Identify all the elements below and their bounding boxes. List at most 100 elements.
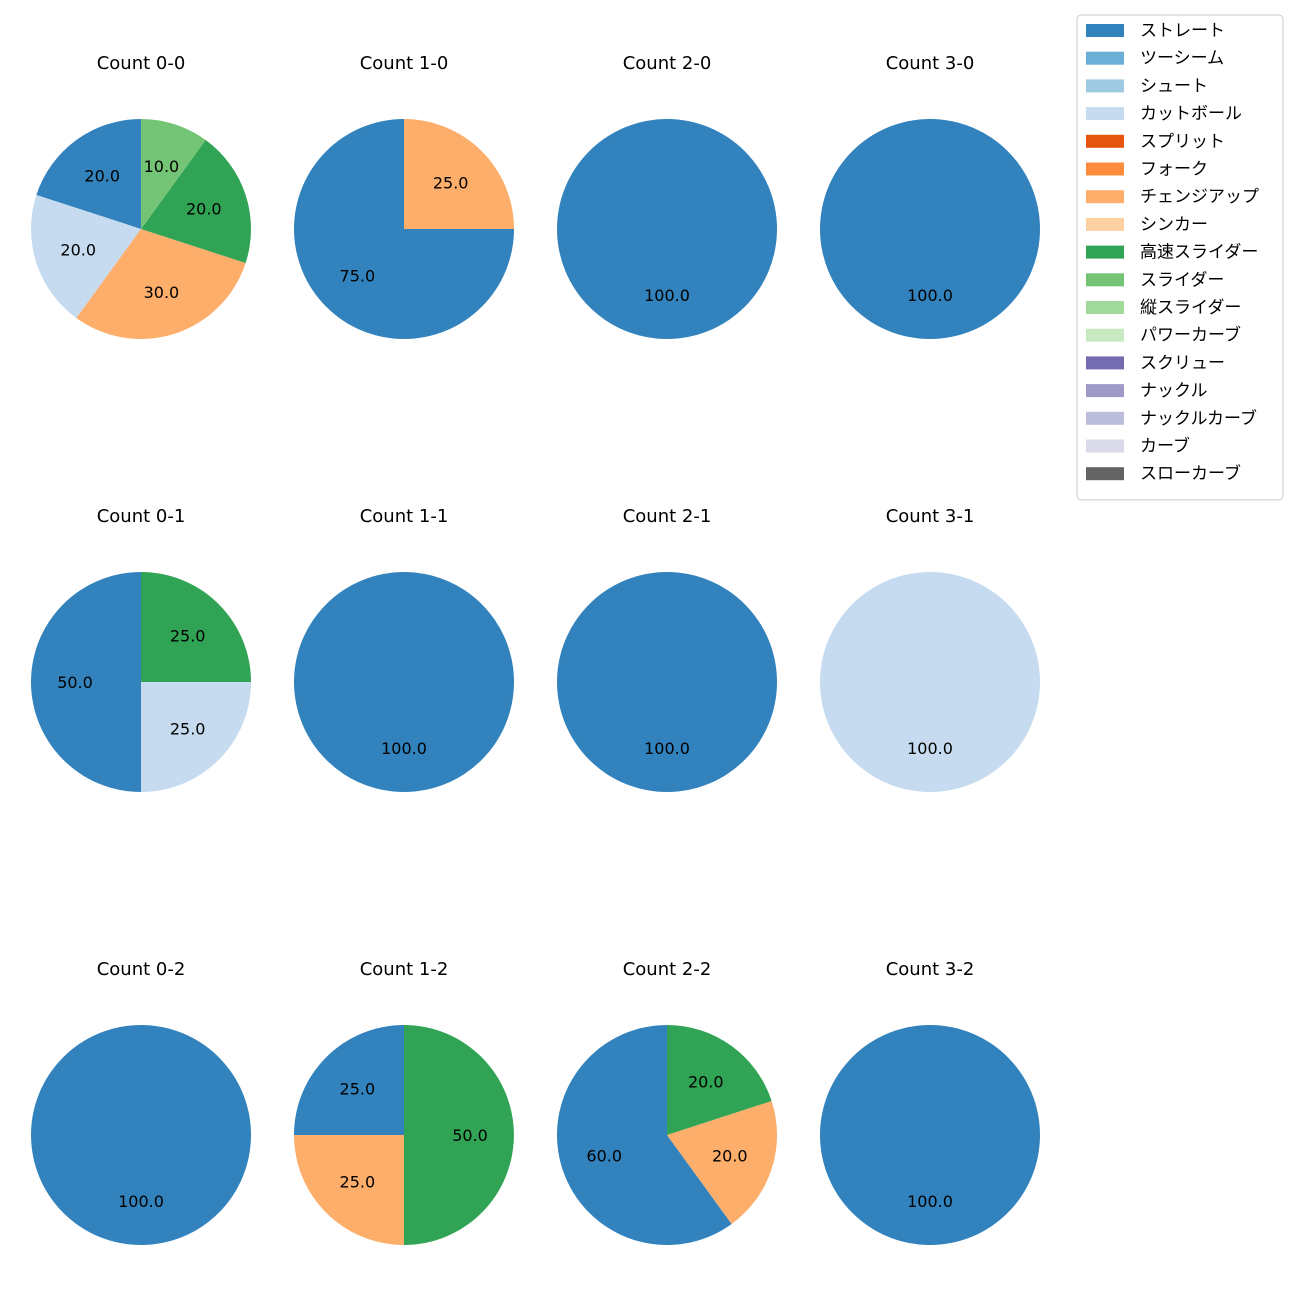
pie-count-2-1: Count 2-1 100.0: [557, 506, 777, 792]
pie-title: Count 3-1: [886, 506, 975, 527]
pie-slice: [820, 572, 1040, 792]
legend-swatch: [1086, 411, 1124, 425]
legend-item: カーブ: [1086, 436, 1190, 457]
legend-label: チェンジアップ: [1140, 187, 1259, 207]
pie-title: Count 1-2: [360, 959, 449, 980]
legend-label: ストレート: [1140, 21, 1225, 41]
pie-slice: [557, 572, 777, 792]
legend-label: カーブ: [1140, 436, 1190, 457]
pie-slice: [294, 572, 514, 792]
legend-label: シンカー: [1140, 215, 1208, 235]
slice-label: 10.0: [144, 157, 180, 176]
legend-item: チェンジアップ: [1086, 187, 1259, 207]
legend-label: 縦スライダー: [1140, 298, 1241, 318]
legend-label: パワーカーブ: [1140, 325, 1241, 346]
pie-count-1-2: Count 1-2 25.0 25.0 50.0: [294, 959, 514, 1245]
pie-slice: [294, 1025, 404, 1135]
slice-label: 100.0: [644, 286, 690, 305]
pie-title: Count 3-0: [886, 53, 975, 74]
pie-slice: [404, 119, 514, 229]
pie-slice: [76, 229, 246, 340]
pie-count-0-1: Count 0-1 50.0 25.0 25.0: [31, 506, 251, 792]
pie-title: Count 3-2: [886, 959, 975, 980]
slice-label: 50.0: [452, 1126, 488, 1145]
pie-slice: [31, 1025, 251, 1245]
pie-slice: [820, 119, 1040, 339]
legend-swatch: [1086, 301, 1124, 314]
pie-count-0-2: Count 0-2 100.0: [31, 959, 251, 1245]
pie-slice: [30, 195, 142, 318]
legend-swatch: [1086, 79, 1124, 93]
legend-label: スプリット: [1140, 132, 1225, 152]
legend-item: 縦スライダー: [1086, 298, 1241, 318]
pie-count-3-0: Count 3-0 100.0: [820, 53, 1040, 339]
slice-label: 20.0: [688, 1073, 724, 1092]
slice-label: 20.0: [84, 167, 120, 186]
legend-item: パワーカーブ: [1086, 325, 1241, 346]
legend-item: スライダー: [1086, 270, 1224, 290]
pie-count-1-0: Count 1-0 75.0 25.0: [294, 53, 514, 339]
pie-title: Count 0-0: [97, 53, 186, 74]
slice-label: 100.0: [644, 739, 690, 758]
legend-label: ナックルカーブ: [1140, 408, 1257, 429]
legend-swatch: [1086, 24, 1124, 37]
slice-label: 25.0: [170, 626, 206, 645]
legend-item: フォーク: [1086, 160, 1208, 180]
legend-label: スローカーブ: [1140, 463, 1241, 484]
pie-slice: [141, 118, 206, 229]
legend-item: ナックルカーブ: [1086, 408, 1257, 429]
slice-label: 75.0: [340, 267, 376, 286]
slice-label: 100.0: [381, 739, 427, 758]
legend-swatch: [1086, 384, 1124, 398]
pie-title: Count 0-2: [97, 959, 186, 980]
pie-slice: [557, 1025, 732, 1245]
pie-title: Count 1-1: [360, 506, 449, 527]
pie-count-2-2: Count 2-2 60.0 20.0 20.0: [557, 959, 778, 1245]
pie-slice: [141, 572, 251, 682]
pie-slice: [667, 1025, 772, 1135]
slice-label: 20.0: [60, 240, 96, 259]
pie-slice: [404, 1025, 514, 1245]
legend-swatch: [1086, 51, 1124, 65]
legend-item: 高速スライダー: [1086, 243, 1258, 263]
pie-slice: [820, 1025, 1040, 1245]
slice-label: 25.0: [170, 720, 206, 739]
legend-label: スクリュー: [1140, 353, 1225, 373]
legend-swatch: [1086, 245, 1124, 259]
legend-swatch: [1086, 467, 1124, 481]
pie-count-2-0: Count 2-0 100.0: [557, 53, 777, 339]
pie-title: Count 2-0: [623, 53, 712, 74]
legend-item: シュート: [1086, 76, 1208, 96]
legend-swatch: [1086, 217, 1124, 231]
slice-label: 100.0: [118, 1192, 164, 1211]
slice-label: 60.0: [586, 1146, 622, 1165]
pie-slice: [31, 572, 141, 792]
slice-label: 25.0: [433, 173, 469, 192]
legend-label: スライダー: [1140, 270, 1224, 290]
pie-slice: [36, 119, 141, 229]
legend-item: ナックル: [1086, 381, 1208, 401]
legend: ストレートツーシームシュートカットボールスプリットフォークチェンジアップシンカー…: [1076, 14, 1284, 501]
legend-item: カットボール: [1086, 104, 1242, 124]
pie-slice: [141, 682, 251, 792]
legend-swatch: [1086, 162, 1124, 176]
legend-swatch: [1086, 328, 1124, 342]
pie-slice: [667, 1101, 778, 1224]
pie-title: Count 2-1: [623, 506, 712, 527]
legend-swatch: [1086, 439, 1124, 453]
legend-label: ナックル: [1140, 381, 1208, 401]
slice-label: 25.0: [340, 1173, 376, 1192]
slice-label: 100.0: [907, 1192, 953, 1211]
pie-count-3-2: Count 3-2 100.0: [820, 959, 1040, 1245]
legend-swatch: [1086, 190, 1124, 204]
pie-title: Count 2-2: [623, 959, 712, 980]
slice-label: 20.0: [712, 1146, 748, 1165]
legend-label: カットボール: [1140, 104, 1242, 124]
pie-slice: [294, 1135, 404, 1245]
legend-swatch: [1086, 107, 1124, 121]
legend-label: 高速スライダー: [1140, 243, 1258, 263]
legend-item: スプリット: [1086, 132, 1225, 152]
legend-label: シュート: [1140, 76, 1208, 96]
pie-slice: [141, 140, 252, 263]
